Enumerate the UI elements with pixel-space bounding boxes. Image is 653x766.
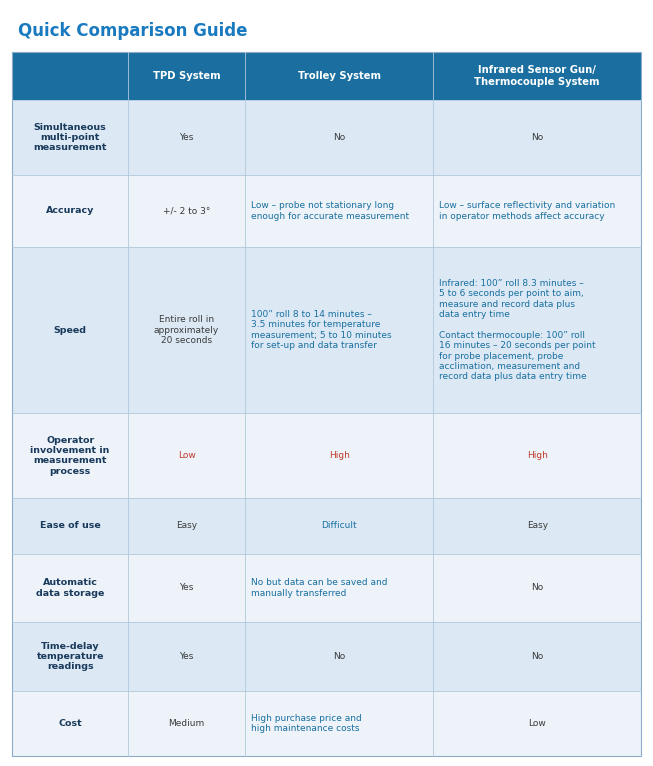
Text: Yes: Yes — [180, 652, 194, 661]
Bar — [12, 498, 641, 554]
Text: Infrared Sensor Gun/
Thermocouple System: Infrared Sensor Gun/ Thermocouple System — [475, 65, 600, 87]
Text: No: No — [531, 584, 543, 592]
Text: Trolley System: Trolley System — [298, 71, 381, 81]
Text: Ease of use: Ease of use — [40, 522, 101, 530]
Text: +/- 2 to 3°: +/- 2 to 3° — [163, 207, 210, 215]
Text: Yes: Yes — [180, 133, 194, 142]
Text: TPD System: TPD System — [153, 71, 220, 81]
Text: No: No — [531, 652, 543, 661]
Text: Automatic
data storage: Automatic data storage — [36, 578, 104, 597]
Text: Difficult: Difficult — [321, 522, 357, 530]
Text: Time-delay
temperature
readings: Time-delay temperature readings — [37, 642, 104, 671]
Bar — [12, 691, 641, 756]
Text: Low: Low — [528, 719, 546, 728]
Text: No: No — [531, 133, 543, 142]
Text: Low – surface reflectivity and variation
in operator methods affect accuracy: Low – surface reflectivity and variation… — [439, 201, 616, 221]
Text: No: No — [333, 133, 345, 142]
Bar — [12, 622, 641, 691]
Bar — [12, 247, 641, 414]
Text: Quick Comparison Guide: Quick Comparison Guide — [18, 22, 247, 40]
Text: Low: Low — [178, 451, 195, 460]
Text: 100” roll 8 to 14 minutes –
3.5 minutes for temperature
measurement; 5 to 10 min: 100” roll 8 to 14 minutes – 3.5 minutes … — [251, 310, 391, 350]
Bar — [12, 554, 641, 622]
Text: Simultaneous
multi-point
measurement: Simultaneous multi-point measurement — [33, 123, 107, 152]
Text: High: High — [328, 451, 349, 460]
Bar — [12, 100, 641, 175]
Text: No but data can be saved and
manually transferred: No but data can be saved and manually tr… — [251, 578, 387, 597]
Text: Easy: Easy — [527, 522, 548, 530]
Text: Speed: Speed — [54, 326, 87, 335]
Text: Infrared: 100” roll 8.3 minutes –
5 to 6 seconds per point to aim,
measure and r: Infrared: 100” roll 8.3 minutes – 5 to 6… — [439, 279, 596, 381]
Text: Accuracy: Accuracy — [46, 207, 95, 215]
Text: Cost: Cost — [58, 719, 82, 728]
Text: Operator
involvement in
measurement
process: Operator involvement in measurement proc… — [31, 436, 110, 476]
Text: Medium: Medium — [168, 719, 204, 728]
Text: No: No — [333, 652, 345, 661]
Text: Low – probe not stationary long
enough for accurate measurement: Low – probe not stationary long enough f… — [251, 201, 409, 221]
Bar — [12, 175, 641, 247]
Text: High: High — [527, 451, 548, 460]
Text: Yes: Yes — [180, 584, 194, 592]
Text: Entire roll in
approximately
20 seconds: Entire roll in approximately 20 seconds — [154, 315, 219, 345]
Text: Easy: Easy — [176, 522, 197, 530]
Bar — [12, 414, 641, 498]
Text: High purchase price and
high maintenance costs: High purchase price and high maintenance… — [251, 714, 362, 733]
Bar — [12, 52, 641, 100]
